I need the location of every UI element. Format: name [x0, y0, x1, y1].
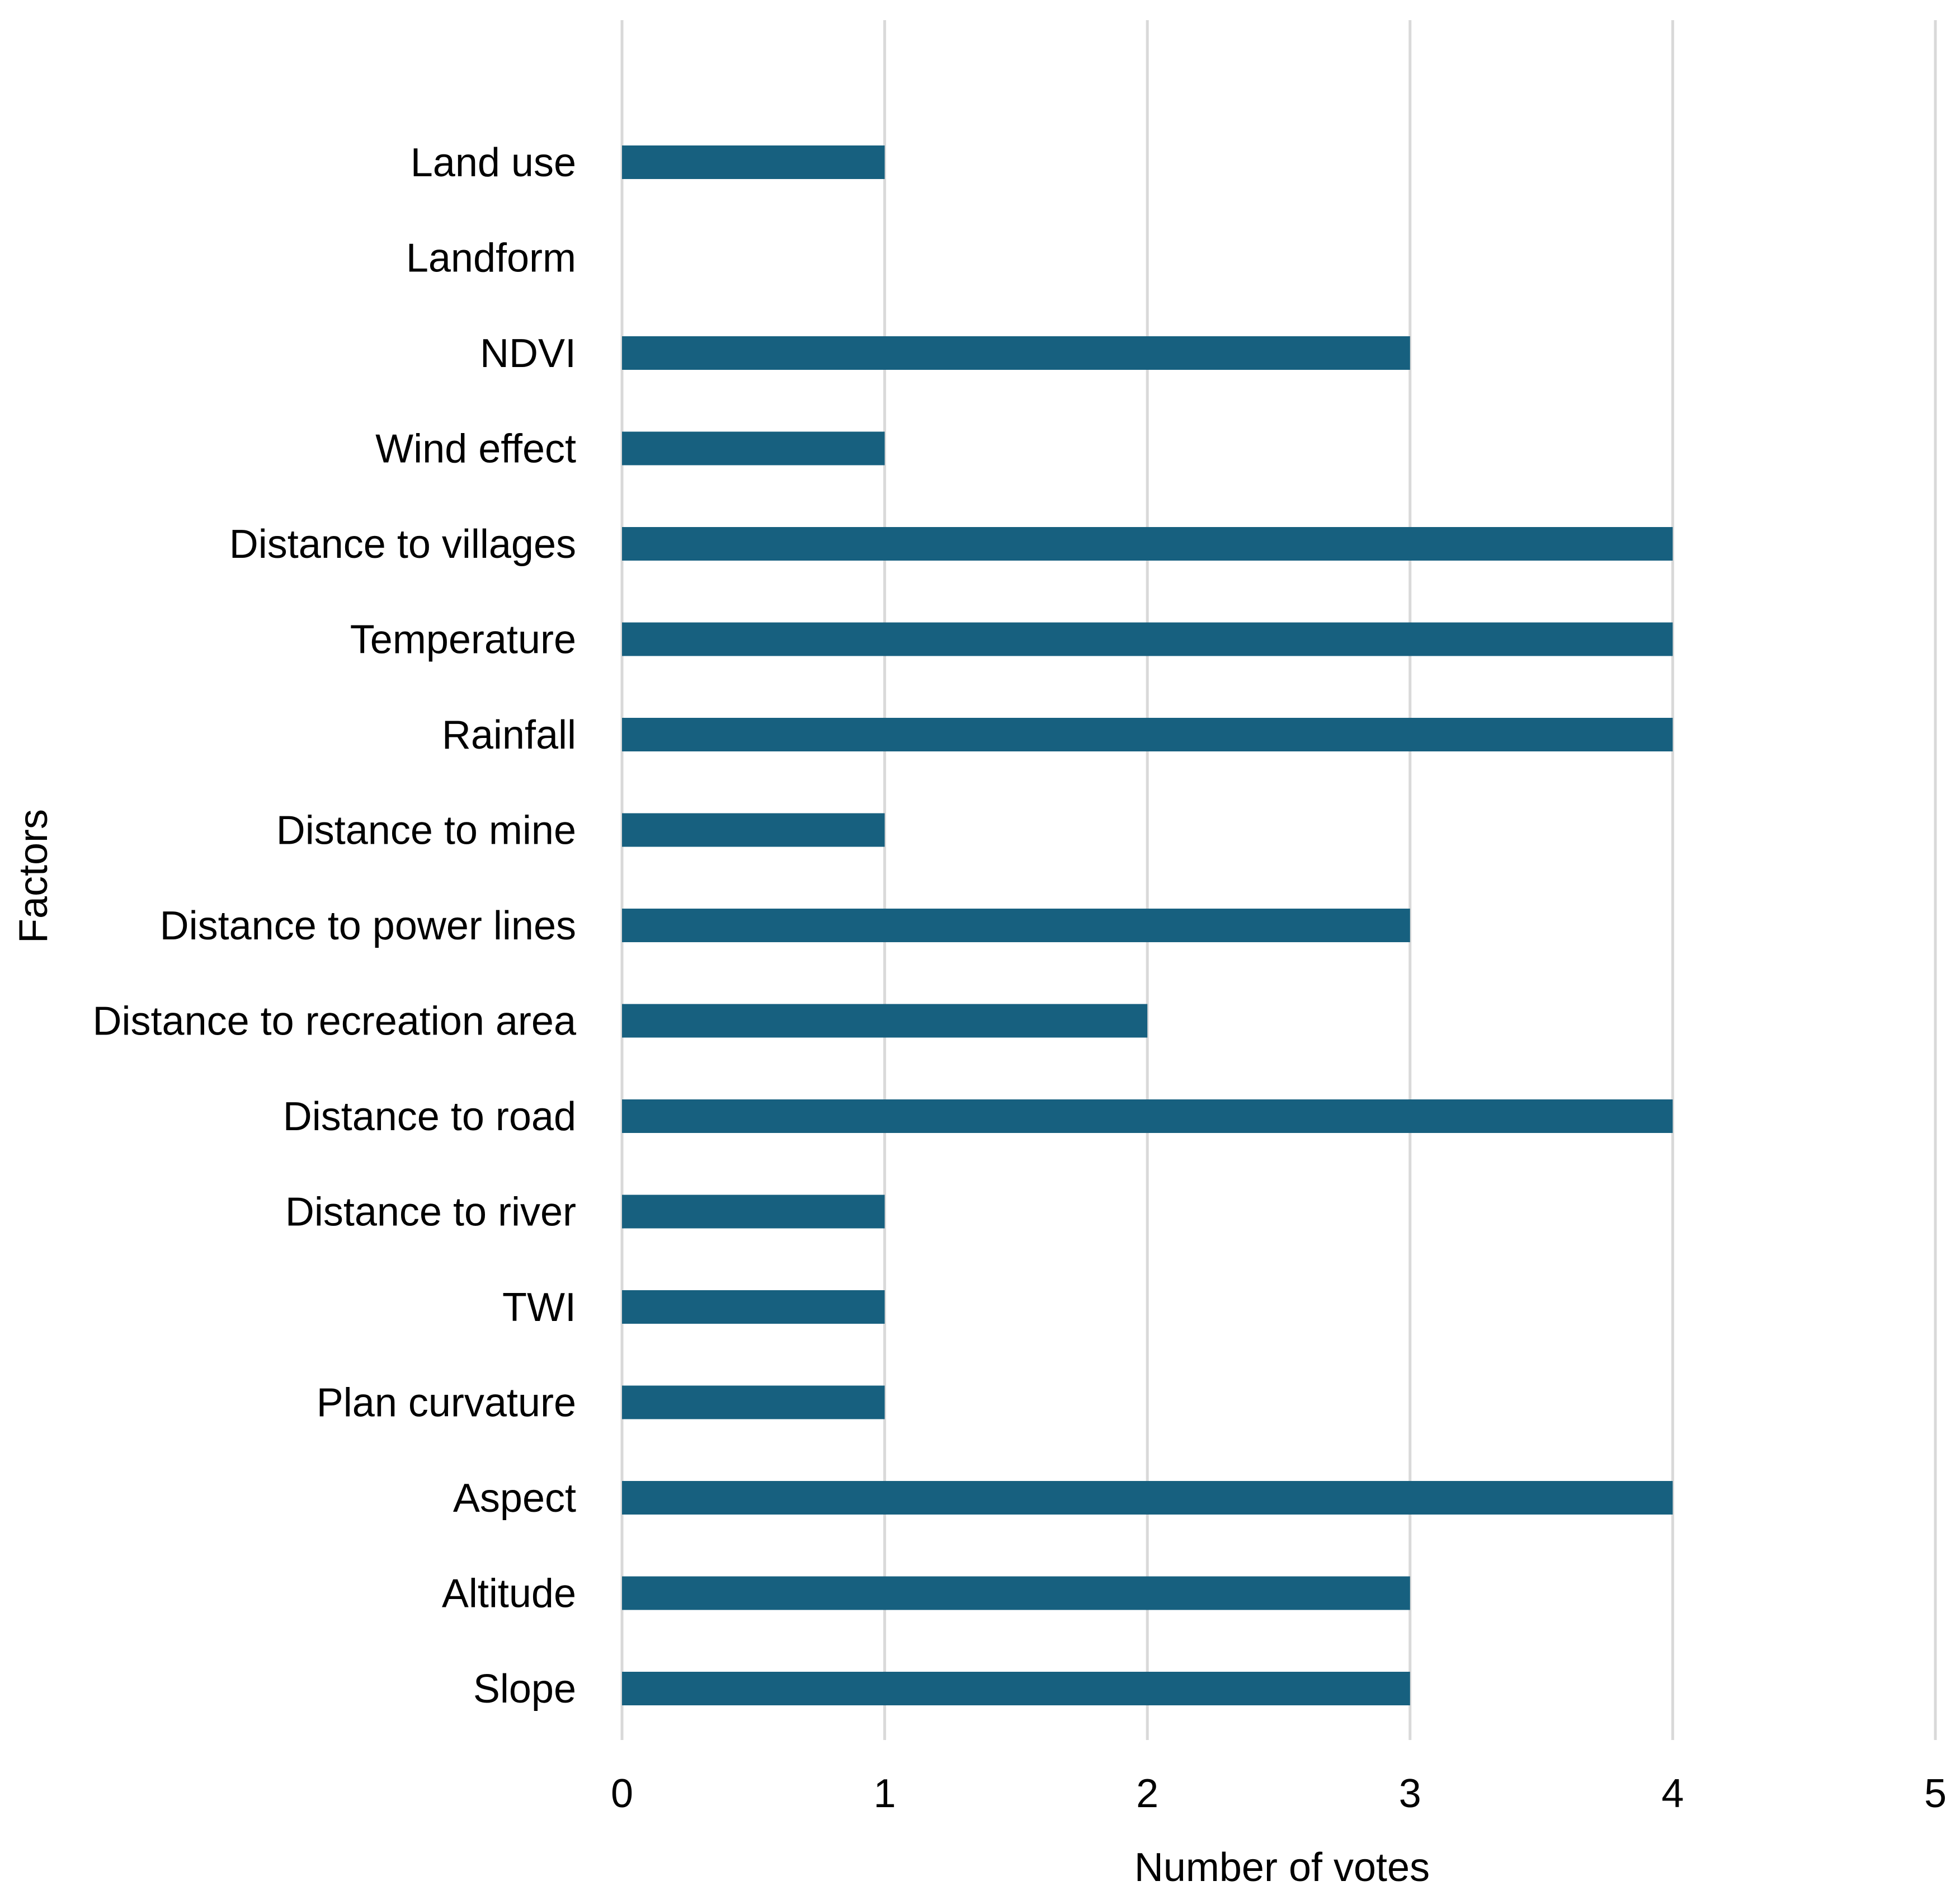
bar [622, 1385, 885, 1419]
bar [622, 1195, 885, 1229]
category-label: Plan curvature [317, 1381, 576, 1426]
category-label: Distance to villages [229, 522, 576, 567]
bar [622, 909, 1410, 942]
category-label: Distance to mine [276, 808, 576, 853]
bar [622, 527, 1673, 561]
category-label: NDVI [480, 331, 576, 376]
bar [622, 336, 1410, 370]
bar [622, 1290, 885, 1324]
bar [622, 813, 885, 847]
category-label: Aspect [453, 1476, 576, 1521]
bar [622, 1576, 1410, 1610]
gridlines [620, 20, 1937, 1740]
x-tick-labels: 0 1 2 3 4 5 [611, 1771, 1947, 1816]
category-label: Rainfall [442, 713, 576, 758]
x-axis-title: Number of votes [1134, 1845, 1430, 1890]
category-label: Distance to river [285, 1190, 576, 1235]
x-tick-label: 0 [611, 1771, 633, 1816]
x-tick-label: 1 [874, 1771, 896, 1816]
category-label: Land use [411, 140, 576, 185]
bar [622, 718, 1673, 751]
bar [622, 1672, 1410, 1705]
category-labels: Land use Landform NDVI Wind effect Distance … [93, 140, 577, 1711]
category-label: TWI [502, 1285, 576, 1330]
x-tick-label: 3 [1399, 1771, 1421, 1816]
bar [622, 1004, 1148, 1038]
category-label: Altitude [442, 1572, 576, 1616]
bar [622, 431, 885, 465]
bar [622, 622, 1673, 656]
category-label: Landform [406, 236, 576, 281]
x-tick-label: 2 [1136, 1771, 1158, 1816]
bars [622, 145, 1673, 1705]
x-tick-label: 4 [1661, 1771, 1684, 1816]
category-label: Distance to road [283, 1094, 576, 1139]
category-label: Slope [473, 1667, 576, 1711]
category-label: Temperature [350, 618, 576, 662]
bar [622, 145, 885, 179]
bar [622, 1099, 1673, 1133]
x-tick-label: 5 [1924, 1771, 1947, 1816]
category-label: Distance to recreation area [93, 999, 577, 1044]
y-axis-title: Factors [11, 809, 56, 943]
category-label: Distance to power lines [160, 904, 576, 948]
bar [622, 1481, 1673, 1515]
category-label: Wind effect [375, 427, 576, 472]
